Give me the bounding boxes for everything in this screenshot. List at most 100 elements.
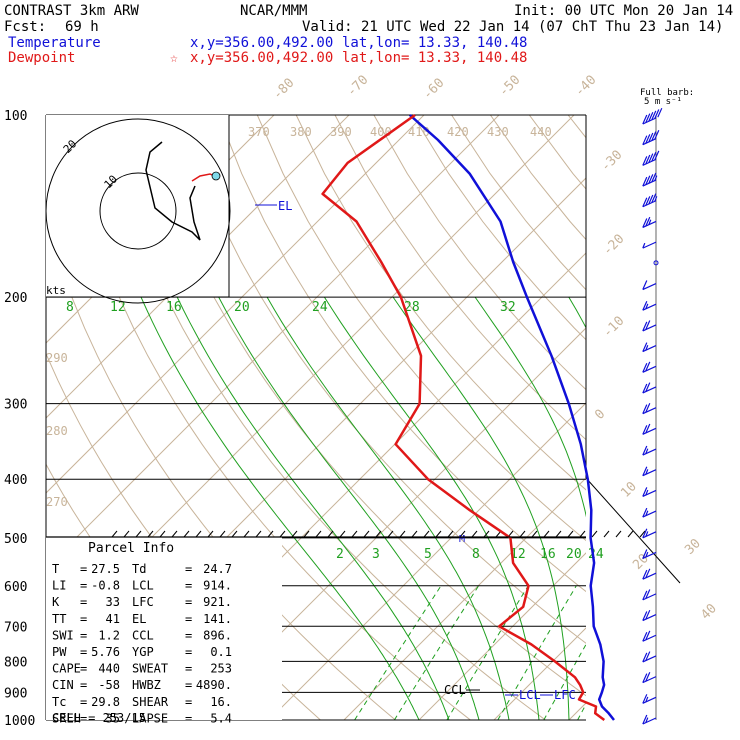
- barb-half: [645, 448, 649, 454]
- temperature-profile: [408, 114, 615, 721]
- pressure-tick-label: 300: [4, 398, 27, 413]
- dry-adiabat-line: [489, 115, 586, 241]
- barb-flag: [645, 134, 651, 144]
- isotherm-line: [193, 327, 586, 720]
- hatch-mark: [111, 530, 118, 538]
- isotherm-label: -60: [420, 76, 447, 103]
- wind-barb: [642, 320, 657, 332]
- pressure-tick-label: 400: [4, 473, 27, 488]
- lfc-label: LFC: [554, 688, 576, 702]
- parcel-k2: Td: [132, 562, 146, 576]
- theta-label: 430: [487, 125, 509, 139]
- hatch-mark: [423, 530, 430, 538]
- parcel-eq: =: [80, 579, 87, 593]
- barb-flag: [642, 714, 648, 725]
- barb-flag: [651, 110, 657, 121]
- lcl-label: LCL: [519, 688, 541, 702]
- init-time: Init: 00 UTC Mon 20 Jan 14: [514, 3, 733, 19]
- isotherm-label: -40: [572, 73, 599, 100]
- barb-flag: [642, 445, 648, 456]
- isotherm-label: -20: [600, 232, 627, 259]
- barb-flag: [642, 673, 648, 683]
- theta-label: 390: [330, 125, 352, 139]
- barb-staff: [642, 676, 657, 684]
- hatch-mark: [243, 530, 250, 538]
- hatch-mark: [567, 530, 574, 538]
- hatch-mark: [135, 530, 142, 538]
- barb-staff: [642, 345, 657, 353]
- parcel-v2: 4890.: [196, 678, 232, 692]
- barb-half: [645, 489, 649, 496]
- parcel-k2: SWEAT: [132, 662, 168, 676]
- barb-staff: [642, 696, 657, 704]
- barb-staff: [642, 489, 657, 497]
- parcel-info-panel: Parcel Info T 27.5 Td 24.7 = = LI -0.8 LCL 914. = =…: [46, 536, 586, 725]
- hatch-mark: [591, 530, 598, 538]
- wind-barb: [642, 172, 658, 187]
- parcel-v1: 1.2: [98, 628, 120, 642]
- barb-flag: [642, 218, 648, 228]
- barb-half: [645, 344, 649, 351]
- barb-flag: [642, 176, 648, 187]
- dry-adiabat-line: [140, 115, 586, 697]
- wind-barb: [642, 423, 657, 435]
- barb-flag: [645, 589, 651, 599]
- parcel-v1: -58: [98, 678, 120, 692]
- moist-adiabat-line: [689, 297, 740, 720]
- hatch-mark: [375, 530, 382, 538]
- isotherm-line: [268, 402, 586, 720]
- pressure-tick-label: 800: [4, 655, 27, 670]
- wind-barb: [642, 672, 657, 684]
- parcel-k1: SREH: [52, 711, 81, 725]
- hatch-mark: [459, 530, 466, 538]
- parcel-k1: K: [52, 595, 60, 609]
- hatch-mark: [615, 530, 622, 538]
- parcel-k2: LFC: [132, 595, 154, 609]
- wind-barb: [642, 589, 657, 601]
- parcel-k1: Tc: [52, 695, 66, 709]
- hatch-mark: [171, 530, 178, 538]
- barb-flag: [642, 404, 648, 414]
- barb-flag: [645, 403, 651, 413]
- wind-barb: [642, 193, 658, 208]
- barb-flag: [648, 174, 654, 184]
- parcel-eq: =: [185, 645, 192, 659]
- barb-half: [645, 303, 649, 310]
- theta-label: 280: [46, 424, 68, 438]
- mixing-ratio-label: 12: [510, 547, 526, 562]
- parcel-v2: 253: [210, 662, 232, 676]
- parcel-eq: =: [185, 562, 192, 576]
- dry-adiabat-line: [62, 115, 471, 720]
- frame-diagonal: [585, 477, 681, 584]
- barb-staff: [642, 365, 657, 373]
- barb-key-line2: 5 m s⁻¹: [644, 97, 682, 107]
- barb-half: [645, 696, 649, 703]
- theta-label: 400: [370, 125, 392, 139]
- mixing-ratio-line: [577, 703, 586, 720]
- wind-barb: [642, 694, 657, 704]
- pressure-tick-label: 200: [4, 291, 27, 306]
- wind-barb: [642, 403, 657, 415]
- hatch-mark: [231, 530, 238, 538]
- legend-temperature-latlon: lat,lon= 13.33, 140.48: [342, 35, 527, 51]
- parcel-v1: 29.8: [91, 695, 120, 709]
- barb-staff: [642, 407, 657, 415]
- wind-barb: [642, 507, 657, 518]
- parcel-k2: LCL: [132, 579, 154, 593]
- parcel-eq: =: [80, 628, 87, 642]
- parcel-info-rows: T 27.5 Td 24.7 = = LI -0.8 LCL 914. = = K 33 LFC 921. = =…: [52, 562, 232, 725]
- parcel-k2: CCL: [132, 628, 154, 642]
- isotherm-label: -70: [344, 73, 371, 100]
- level-annotations: EL CCL LCL LFC M: [255, 199, 576, 702]
- hatch-mark: [327, 530, 334, 538]
- hatch-mark: [519, 530, 526, 538]
- isotherm-label: -10: [600, 314, 627, 341]
- theta-e-label: 32: [500, 300, 516, 315]
- isotherm-label: 10: [618, 479, 640, 501]
- barb-staff: [642, 717, 657, 725]
- barb-flag: [648, 153, 654, 163]
- parcel-v2: 896.: [203, 628, 232, 642]
- hatch-mark: [267, 530, 274, 538]
- hatch-mark: [603, 530, 610, 538]
- barb-flag: [642, 590, 648, 601]
